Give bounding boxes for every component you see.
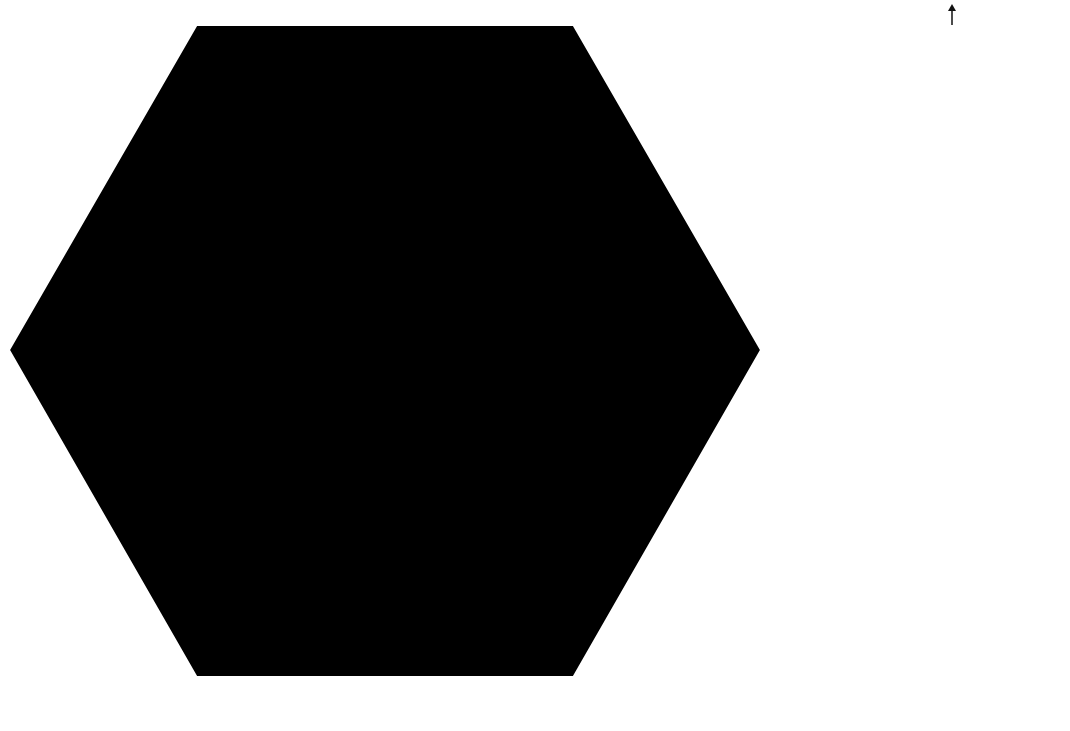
central-coolant-channel — [203, 168, 567, 532]
xz-view-diagram — [960, 0, 1050, 690]
xy-view-diagram — [10, 26, 760, 676]
arrow-up-icon — [948, 4, 956, 25]
